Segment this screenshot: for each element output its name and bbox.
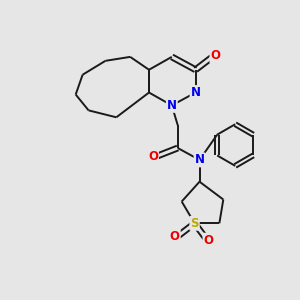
Text: O: O <box>203 234 214 247</box>
Text: N: N <box>194 153 205 167</box>
Text: O: O <box>170 230 180 243</box>
Text: S: S <box>190 217 199 230</box>
Text: O: O <box>210 50 220 62</box>
Text: N: N <box>167 99 177 112</box>
Text: O: O <box>148 150 158 164</box>
Text: N: N <box>190 86 201 99</box>
